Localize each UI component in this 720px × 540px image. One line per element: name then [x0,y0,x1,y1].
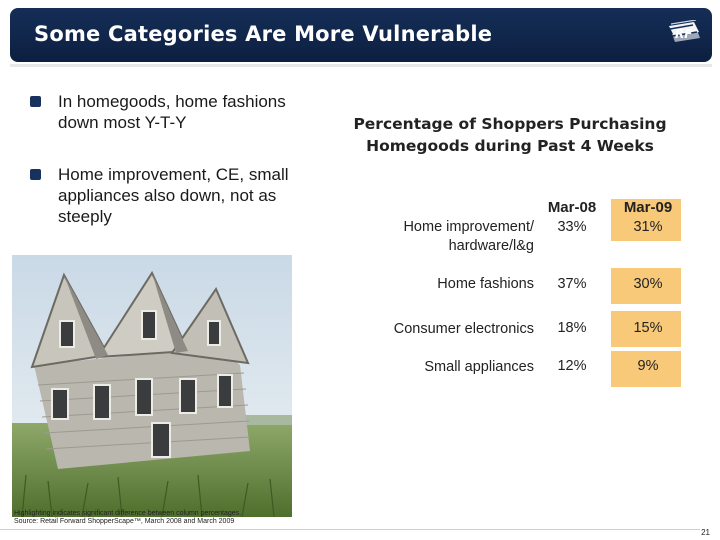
row-label: Home fashions [437,276,534,292]
highlight-cell [611,311,681,347]
bullet-square-icon [30,96,41,107]
footnote-highlight-note: Highlighting indicates significant diffe… [14,510,242,517]
footnote-source: Source: Retail Forward ShopperScape™, Ma… [14,518,235,525]
table-cell: 37% [557,276,587,292]
bullet-text: Home improvement, CE, small appliances a… [58,165,289,226]
bullet-text: In homegoods, home fashions down most Y-… [58,92,286,132]
rf-logo-icon [669,19,700,42]
table-cell: 30% [633,276,663,292]
footer-divider [0,529,700,530]
column-header-mar-09: Mar-09 [623,199,673,216]
row-label: Consumer electronics [393,321,534,337]
header-divider [10,64,712,67]
highlight-cell [611,199,681,241]
row-label: Small appliances [424,359,534,375]
page-number: 21 [701,528,710,537]
row-label: Home improvement/ hardware/l&g [403,219,534,254]
highlight-cell [611,351,681,387]
table-title: Percentage of Shoppers Purchasing Homego… [353,115,667,155]
table-cell: 12% [557,358,587,374]
bullet-item: In homegoods, home fashions down most Y-… [30,91,294,133]
footnote: Highlighting indicates significant diffe… [14,510,241,526]
column-header-mar-08: Mar-08 [547,199,597,216]
logo-text: RF [675,27,693,41]
table-cell: 9% [637,358,659,374]
highlight-cell [611,268,681,304]
table-cell: 18% [557,320,587,336]
house-photo [12,255,292,518]
title-bar: Some Categories Are More Vulnerable RF [10,8,712,62]
bullet-item: Home improvement, CE, small appliances a… [30,164,294,227]
header: Some Categories Are More Vulnerable RF [0,0,720,68]
page-title: Some Categories Are More Vulnerable [34,22,493,46]
table-cell: 31% [633,219,663,235]
table-cell: 33% [557,219,587,235]
bullet-square-icon [30,169,41,180]
rf-logo: RF [666,19,702,48]
crooked-house-photo [12,255,292,518]
table-cell: 15% [633,320,663,336]
